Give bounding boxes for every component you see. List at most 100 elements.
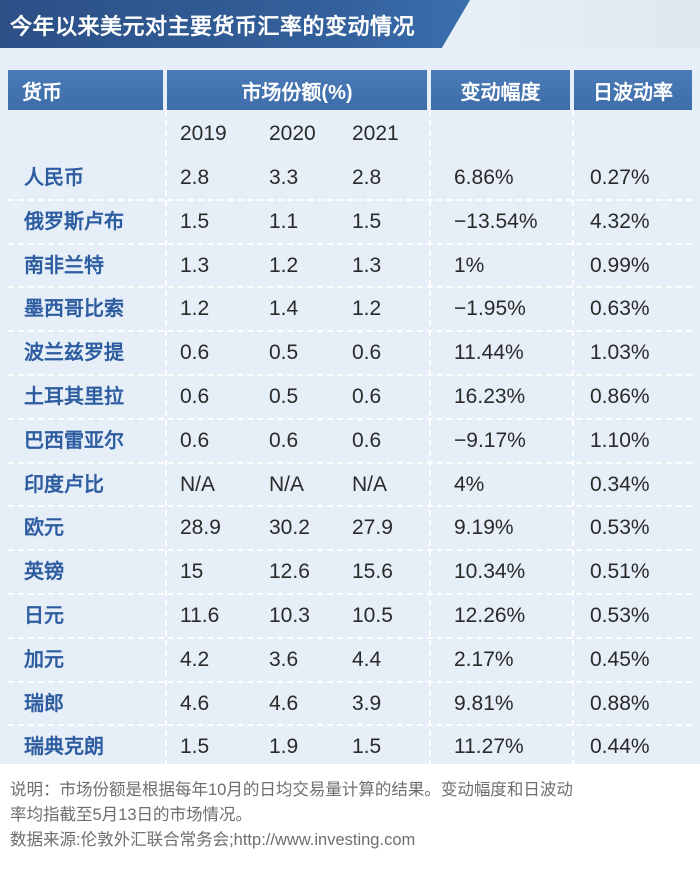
table-cell-change: 1%	[454, 253, 485, 277]
table-cell-s2020: 4.6	[269, 691, 299, 715]
table-cell-s2020: 0.5	[269, 341, 299, 365]
table-cell-s2019: 0.6	[180, 428, 210, 452]
table-cell-s2020: 12.6	[269, 560, 310, 584]
row-divider	[8, 680, 692, 683]
table-cell-vol: 0.27%	[590, 166, 650, 189]
column-divider	[429, 110, 431, 766]
table-cell-s2021: 1.5	[352, 735, 382, 759]
table-cell-vol: 1.03%	[590, 341, 650, 365]
table-cell-s2019: 2.8	[180, 166, 210, 189]
header-market-share: 市场份额(%)	[167, 70, 427, 110]
table-cell-s2019: 28.9	[180, 516, 221, 540]
table-cell-s2020: 10.3	[269, 604, 310, 627]
row-divider	[8, 549, 692, 552]
currency-name: 英镑	[24, 561, 64, 584]
note-line-3: 数据来源:伦敦外汇联合常务会;http://www.investing.com	[10, 831, 416, 849]
header-volatility: 日波动率	[574, 70, 692, 110]
row-divider	[8, 374, 692, 376]
table-cell-s2019: 1.2	[180, 297, 210, 321]
table-cell-s2019: 0.6	[180, 385, 210, 408]
table-cell-s2019: 4.6	[180, 691, 210, 715]
currency-name: 瑞郎	[24, 692, 64, 715]
table-cell-s2020: 30.2	[269, 516, 310, 540]
table-cell-s2020: 0.5	[269, 385, 299, 408]
table-cell-s2020: 1.9	[269, 735, 299, 759]
table-cell-s2020: 0.6	[269, 428, 299, 452]
table-cell-s2021: 1.2	[352, 297, 382, 321]
currency-name: 欧元	[24, 517, 64, 540]
note-line-1: 说明：市场份额是根据每年10月的日均交易量计算的结果。变动幅度和日波动	[10, 781, 573, 799]
row-divider	[8, 593, 692, 595]
title-bar-banner	[0, 0, 470, 48]
table-cell-change: −9.17%	[454, 428, 526, 452]
table-cell-change: 6.86%	[454, 166, 514, 189]
year-2019: 2019	[180, 122, 227, 145]
table-cell-change: 10.34%	[454, 560, 526, 584]
table-cell-change: −13.54%	[454, 209, 538, 233]
row-divider	[8, 636, 692, 639]
table-cell-s2020: 1.2	[269, 253, 299, 277]
table-cell-change: 12.26%	[454, 604, 526, 627]
table-cell-s2021: 1.3	[352, 253, 382, 277]
header-currency: 货币	[8, 70, 163, 110]
title-bar: 今年以来美元对主要货币汇率的变动情况	[0, 0, 700, 48]
table-cell-vol: 0.53%	[590, 604, 650, 627]
table-cell-s2021: 4.4	[352, 647, 382, 671]
currency-name: 瑞典克朗	[24, 736, 104, 759]
row-divider	[8, 330, 692, 333]
table-cell-change: 2.17%	[454, 647, 514, 671]
table-cell-vol: 0.45%	[590, 647, 650, 671]
header-change: 变动幅度	[431, 70, 570, 110]
row-divider	[8, 417, 692, 420]
table-cell-s2021: 0.6	[352, 428, 382, 452]
table-cell-change: 16.23%	[454, 385, 526, 408]
table-background	[0, 48, 700, 764]
column-divider	[165, 110, 167, 766]
table-cell-s2021: 15.6	[352, 560, 393, 584]
currency-name: 俄罗斯卢布	[24, 210, 124, 233]
table-cell-vol: 0.86%	[590, 385, 650, 408]
table-cell-s2019: 15	[180, 560, 204, 584]
table-cell-vol: 0.88%	[590, 691, 650, 715]
row-divider	[8, 286, 692, 289]
currency-name: 日元	[24, 605, 64, 627]
table-cell-s2021: 2.8	[352, 166, 382, 189]
table-cell-s2019: 11.6	[180, 604, 220, 627]
table-cell-s2021: 0.6	[352, 341, 382, 365]
year-2020: 2020	[269, 122, 316, 145]
currency-name: 波兰兹罗提	[24, 342, 124, 365]
table-cell-s2020: 3.3	[269, 166, 299, 189]
table-cell-s2020: 1.4	[269, 297, 299, 321]
currency-name: 人民币	[24, 167, 84, 189]
table-cell-change: −1.95%	[454, 297, 526, 321]
table-cell-s2021: N/A	[352, 472, 388, 496]
table-cell-change: 11.44%	[454, 341, 524, 365]
table-cell-s2021: 27.9	[352, 516, 393, 540]
table-cell-vol: 0.53%	[590, 516, 650, 540]
currency-name: 印度卢比	[24, 473, 104, 496]
notes: 说明：市场份额是根据每年10月的日均交易量计算的结果。变动幅度和日波动 率均指截…	[10, 778, 694, 853]
row-divider	[8, 724, 692, 727]
table-cell-change: 4%	[454, 472, 485, 496]
currency-name: 土耳其里拉	[24, 386, 124, 408]
table-cell-s2021: 10.5	[352, 604, 393, 627]
table-cell-s2021: 0.6	[352, 385, 382, 408]
table-cell-s2020: 3.6	[269, 647, 299, 671]
currency-name: 墨西哥比索	[24, 298, 124, 321]
table-cell-vol: 0.63%	[590, 297, 650, 321]
table-cell-vol: 0.44%	[590, 735, 650, 759]
table-cell-s2019: N/A	[180, 472, 216, 496]
table-cell-vol: 4.32%	[590, 209, 650, 233]
table-cell-s2019: 1.3	[180, 253, 210, 277]
currency-name: 加元	[24, 648, 64, 671]
row-divider	[8, 505, 692, 508]
row-divider	[8, 198, 692, 201]
page-title: 今年以来美元对主要货币汇率的变动情况	[10, 14, 416, 39]
table-cell-s2020: 1.1	[269, 209, 299, 233]
year-2021: 2021	[352, 122, 399, 145]
table-cell-change: 11.27%	[454, 735, 524, 759]
row-divider	[8, 242, 692, 245]
row-divider	[8, 461, 692, 464]
table-cell-s2019: 4.2	[180, 647, 210, 671]
table-cell-vol: 1.10%	[590, 428, 650, 452]
